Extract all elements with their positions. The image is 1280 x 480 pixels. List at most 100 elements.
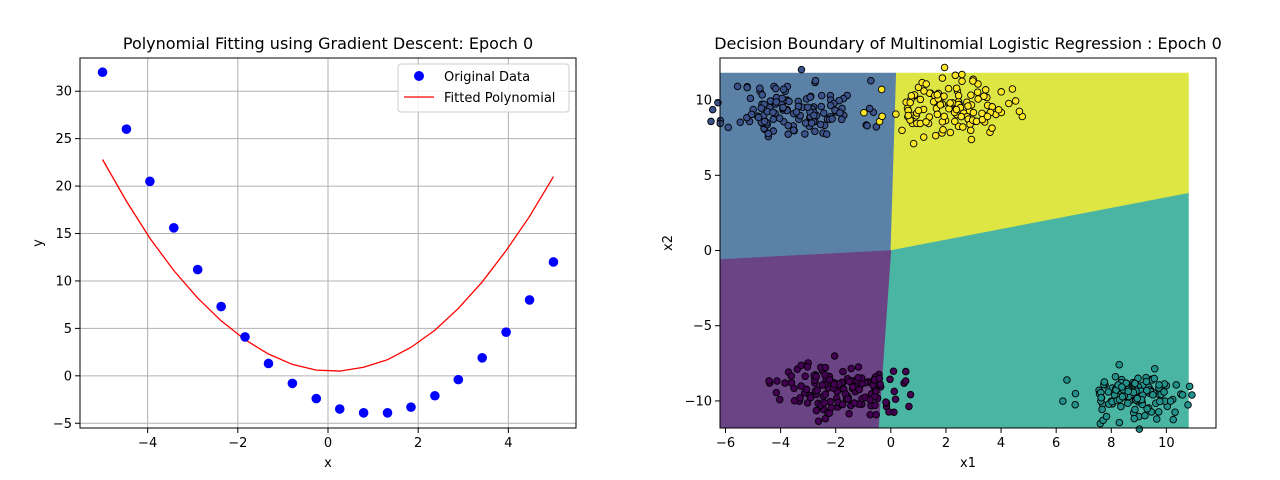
x-tick-label: 8 — [1107, 436, 1115, 451]
data-point — [263, 358, 274, 369]
class-point-bottom-left — [872, 410, 880, 419]
class-point-top-left — [828, 115, 836, 123]
y-tick-label: −5 — [693, 319, 712, 334]
class-point-bottom-left — [821, 414, 830, 423]
class-point-top-left — [784, 121, 792, 130]
decision-boundary-chart-title: Decision Boundary of Multinomial Logisti… — [714, 34, 1222, 53]
class-point-top-left — [835, 96, 843, 105]
class-point-bottom-left — [854, 373, 862, 382]
class-point-top-right — [860, 108, 868, 117]
class-point-top-right — [892, 110, 900, 118]
class-point-bottom-left — [886, 375, 894, 384]
polynomial-legend: Original Data Fitted Polynomial — [397, 63, 570, 113]
class-point-top-left — [867, 77, 875, 85]
class-point-top-left — [817, 91, 826, 100]
data-point — [382, 408, 393, 418]
class-point-top-left — [810, 111, 818, 120]
class-point-top-right — [922, 118, 930, 126]
class-point-bottom-left — [772, 388, 781, 397]
x-tick-label: 0 — [887, 436, 895, 451]
class-point-top-left — [811, 76, 820, 85]
class-point-bottom-right — [1142, 377, 1151, 386]
class-point-top-left — [779, 85, 788, 94]
class-point-bottom-left — [830, 352, 839, 360]
decision-boundary-chart: Decision Boundary of Multinomial Logisti… — [661, 34, 1222, 471]
class-point-top-right — [978, 109, 986, 118]
class-point-top-right — [964, 102, 972, 110]
class-point-bottom-left — [838, 400, 847, 409]
class-point-top-left — [746, 94, 755, 103]
class-point-bottom-right — [1131, 379, 1139, 388]
class-point-bottom-left — [848, 383, 857, 391]
class-point-bottom-right — [1104, 388, 1113, 396]
class-point-top-right — [919, 133, 928, 141]
class-point-top-right — [946, 99, 954, 107]
class-point-bottom-right — [1150, 374, 1159, 383]
class-point-top-right — [906, 98, 914, 107]
class-point-top-right — [914, 106, 923, 115]
class-point-top-right — [920, 87, 928, 95]
class-point-top-left — [724, 123, 732, 132]
y-tick-label: 10 — [55, 274, 72, 289]
class-point-bottom-right — [1059, 397, 1067, 405]
class-point-top-left — [807, 119, 816, 127]
class-point-bottom-right — [1143, 386, 1151, 395]
class-point-bottom-left — [830, 380, 838, 389]
data-point — [406, 402, 416, 412]
class-point-bottom-right — [1185, 382, 1194, 391]
class-point-bottom-left — [885, 408, 893, 416]
class-point-top-right — [983, 112, 992, 121]
class-point-bottom-left — [889, 367, 898, 376]
y-tick-label: 5 — [704, 169, 712, 184]
class-point-bottom-left — [765, 377, 773, 385]
class-point-bottom-left — [847, 364, 855, 373]
legend-label-original-data: Original Data — [444, 70, 530, 85]
class-point-bottom-left — [901, 377, 910, 385]
x-tick-label: 10 — [1158, 436, 1175, 451]
class-point-top-left — [804, 103, 812, 111]
class-point-top-left — [758, 91, 766, 99]
decision-y-axis-label: x2 — [661, 235, 676, 251]
class-point-top-left — [785, 97, 793, 106]
class-point-bottom-left — [890, 387, 899, 396]
class-point-bottom-right — [1071, 400, 1079, 409]
class-point-bottom-left — [844, 395, 852, 403]
legend-box — [397, 63, 570, 113]
class-point-top-left — [764, 129, 773, 138]
fitted-polynomial-path — [101, 159, 555, 372]
class-point-top-right — [938, 74, 947, 82]
class-point-bottom-left — [813, 386, 822, 394]
decision-x-ticks: −6 −4 −2 0 2 4 6 8 10 — [716, 428, 1175, 451]
class-point-bottom-right — [1123, 399, 1132, 408]
class-point-top-right — [951, 117, 959, 126]
data-point — [477, 352, 488, 363]
class-point-bottom-left — [839, 367, 847, 376]
legend-label-fitted-polynomial: Fitted Polynomial — [444, 91, 555, 106]
class-point-top-left — [733, 82, 742, 91]
class-point-top-right — [958, 77, 966, 85]
class-point-bottom-right — [1131, 405, 1139, 414]
polynomial-fit-chart: Polynomial Fitting using Gradient Descen… — [31, 34, 577, 471]
class-point-bottom-left — [797, 382, 806, 390]
class-point-bottom-right — [1063, 376, 1071, 384]
class-point-top-left — [743, 83, 751, 92]
class-point-top-right — [944, 84, 953, 93]
class-point-bottom-left — [802, 385, 811, 394]
class-point-top-left — [707, 117, 715, 126]
y-tick-label: 30 — [55, 85, 72, 100]
class-point-top-left — [811, 127, 819, 136]
class-point-top-right — [988, 124, 996, 132]
x-tick-label: 6 — [1052, 436, 1060, 451]
class-point-bottom-right — [1100, 378, 1109, 386]
class-point-top-right — [967, 91, 975, 99]
class-point-top-right — [951, 71, 960, 80]
class-point-bottom-left — [776, 395, 784, 404]
class-point-top-right — [973, 88, 982, 96]
class-point-bottom-right — [1115, 361, 1123, 369]
class-point-bottom-right — [1149, 391, 1157, 399]
class-point-top-left — [789, 126, 798, 135]
y-tick-label: −10 — [685, 394, 712, 409]
class-point-bottom-left — [845, 410, 853, 418]
class-point-bottom-left — [787, 372, 796, 380]
